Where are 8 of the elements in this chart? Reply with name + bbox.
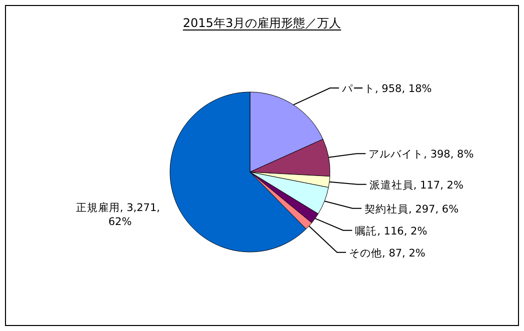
- slice-label: 正規雇用, 3,271, 62%: [76, 200, 160, 228]
- slice-label: 派遣社員, 117, 2%: [369, 178, 464, 192]
- chart-title: 2015年3月の雇用形態／万人: [182, 16, 342, 30]
- slice-label: その他, 87, 2%: [349, 247, 426, 260]
- slice-label: 契約社員, 297, 6%: [364, 202, 459, 216]
- slice-label: パート, 958, 18%: [341, 83, 432, 96]
- slice-label: アルバイト, 398, 8%: [368, 148, 474, 161]
- slice-label: 嘱託, 116, 2%: [355, 224, 428, 238]
